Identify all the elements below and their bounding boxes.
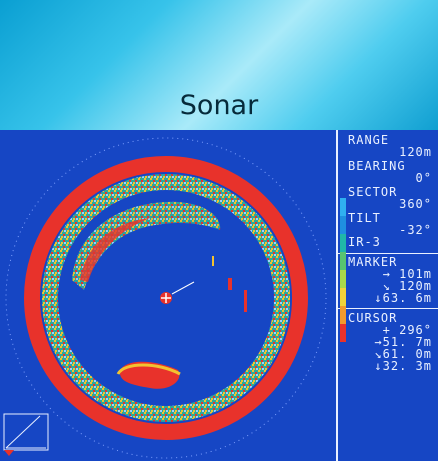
marker-value-slant: ↘ 120m bbox=[382, 279, 432, 293]
marker-label: MARKER bbox=[348, 255, 398, 269]
page-title: Sonar bbox=[179, 90, 259, 121]
cursor-value-bearing: + 296° bbox=[382, 323, 432, 337]
color-scale-step bbox=[340, 234, 346, 252]
cursor-value-range: →51. 7m bbox=[374, 335, 432, 349]
ir-block: IR-3 bbox=[348, 236, 436, 248]
bearing-block: BEARING 0° bbox=[348, 160, 436, 184]
cursor-value-slant: ↘61. 0m bbox=[374, 347, 432, 361]
range-circle bbox=[5, 137, 327, 459]
echo-target-edge bbox=[116, 363, 181, 376]
panel-divider bbox=[336, 308, 438, 309]
marker-value-range: → 101m bbox=[382, 267, 432, 281]
echo-school-core bbox=[80, 218, 150, 282]
echo-school-arc bbox=[72, 201, 221, 290]
range-block: RANGE 120m bbox=[348, 134, 436, 158]
echo-spot bbox=[228, 278, 232, 290]
cursor-line bbox=[171, 281, 195, 295]
color-scale-step bbox=[340, 306, 346, 324]
sector-value: 360° bbox=[399, 197, 432, 211]
tilt-value: -32° bbox=[399, 223, 432, 237]
echo-spot bbox=[212, 256, 214, 266]
tilt-bottom-marker bbox=[4, 450, 14, 456]
range-value: 120m bbox=[399, 145, 432, 159]
header-banner: Sonar bbox=[0, 0, 438, 130]
tilt-indicator-icon bbox=[5, 415, 46, 449]
ship-cross-icon bbox=[161, 293, 171, 303]
sonar-scope[interactable] bbox=[0, 130, 336, 461]
panel-divider bbox=[336, 253, 438, 254]
sector-block: SECTOR 360° bbox=[348, 186, 436, 210]
color-scale-step bbox=[340, 198, 346, 216]
cursor-value-depth: ↓32. 3m bbox=[374, 359, 432, 373]
tilt-indicator-frame bbox=[3, 413, 49, 451]
color-scale-step bbox=[340, 324, 346, 342]
info-panel: RANGE 120m BEARING 0° SECTOR 360° TILT -… bbox=[336, 130, 438, 461]
color-scale-step bbox=[340, 252, 346, 270]
echo-outer-ring bbox=[24, 156, 308, 440]
cursor-block[interactable]: CURSOR + 296° →51. 7m ↘61. 0m ↓32. 3m bbox=[348, 312, 436, 372]
echo-bottom-band bbox=[42, 174, 290, 422]
marker-value-depth: ↓63. 6m bbox=[374, 291, 432, 305]
tilt-label: TILT bbox=[348, 211, 381, 225]
bearing-label: BEARING bbox=[348, 159, 406, 173]
tilt-block: TILT -32° bbox=[348, 212, 436, 236]
bearing-value: 0° bbox=[415, 171, 432, 185]
range-label: RANGE bbox=[348, 133, 390, 147]
cursor-label: CURSOR bbox=[348, 311, 398, 325]
marker-block[interactable]: MARKER → 101m ↘ 120m ↓63. 6m bbox=[348, 256, 436, 304]
sector-label: SECTOR bbox=[348, 185, 398, 199]
sonar-display: RANGE 120m BEARING 0° SECTOR 360° TILT -… bbox=[0, 130, 438, 461]
ir-label: IR-3 bbox=[348, 235, 381, 249]
echo-spot bbox=[244, 290, 247, 312]
color-scale-step bbox=[340, 288, 346, 306]
color-scale-step bbox=[340, 270, 346, 288]
color-scale-step bbox=[340, 216, 346, 234]
